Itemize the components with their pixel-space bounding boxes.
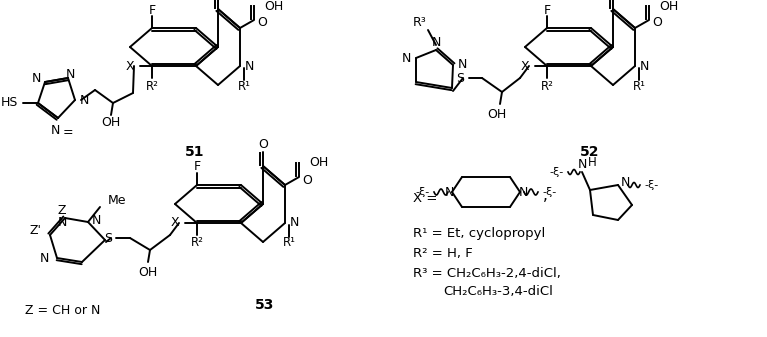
Text: F: F <box>544 3 551 17</box>
Text: O: O <box>302 174 312 186</box>
Text: Z = CH or N: Z = CH or N <box>25 304 100 316</box>
Text: HS: HS <box>1 96 18 110</box>
Text: X: X <box>520 60 529 72</box>
Text: N: N <box>31 72 41 86</box>
Text: N: N <box>51 123 60 136</box>
Text: R² = H, F: R² = H, F <box>413 246 472 259</box>
Text: N: N <box>578 158 587 172</box>
Text: OH: OH <box>101 117 120 129</box>
Text: N: N <box>458 59 467 71</box>
Text: X =: X = <box>413 191 442 205</box>
Text: N: N <box>80 93 90 106</box>
Text: -ξ-: -ξ- <box>644 180 658 190</box>
Text: R³: R³ <box>412 17 426 30</box>
Text: 52: 52 <box>581 145 600 159</box>
Text: F: F <box>193 160 200 174</box>
Text: -ξ-: -ξ- <box>542 187 556 197</box>
Text: Z': Z' <box>30 223 42 237</box>
Text: R¹: R¹ <box>633 80 646 92</box>
Text: N: N <box>640 60 650 72</box>
Text: OH: OH <box>659 0 678 12</box>
Text: ,: , <box>542 187 548 203</box>
Text: N: N <box>290 216 299 229</box>
Text: 51: 51 <box>186 145 205 159</box>
Text: S: S <box>104 232 112 245</box>
Text: R¹ = Et, cyclopropyl: R¹ = Et, cyclopropyl <box>413 226 545 240</box>
Text: H: H <box>588 155 597 168</box>
Text: Z: Z <box>58 205 66 217</box>
Text: O: O <box>258 139 268 152</box>
Text: -ξ-: -ξ- <box>416 187 430 197</box>
Text: N: N <box>92 214 101 226</box>
Text: OH: OH <box>487 108 507 121</box>
Text: 53: 53 <box>255 298 275 312</box>
Text: O: O <box>652 17 662 30</box>
Text: S: S <box>456 71 464 85</box>
Text: =: = <box>63 126 74 140</box>
Text: N: N <box>444 185 454 198</box>
Text: Me: Me <box>108 193 127 207</box>
Text: N: N <box>402 52 411 64</box>
Text: N: N <box>65 68 74 82</box>
Text: CH₂C₆H₃-3,4-diCl: CH₂C₆H₃-3,4-diCl <box>443 285 553 299</box>
Text: R¹: R¹ <box>282 237 295 249</box>
Text: R²: R² <box>190 237 203 249</box>
Text: OH: OH <box>264 0 283 12</box>
Text: OH: OH <box>138 266 158 278</box>
Text: R³ = CH₂C₆H₃-2,4-diCl,: R³ = CH₂C₆H₃-2,4-diCl, <box>413 267 561 279</box>
Text: X: X <box>125 60 134 72</box>
Text: O: O <box>257 17 267 30</box>
Text: R²: R² <box>146 80 159 92</box>
Text: N: N <box>245 60 255 72</box>
Text: X: X <box>170 216 179 229</box>
Text: N: N <box>518 185 528 198</box>
Text: -ξ-: -ξ- <box>550 167 564 177</box>
Text: F: F <box>149 3 156 17</box>
Text: N: N <box>621 176 630 188</box>
Text: N: N <box>40 251 49 265</box>
Text: OH: OH <box>309 156 328 170</box>
Text: N: N <box>58 216 67 229</box>
Text: N: N <box>431 35 441 49</box>
Text: R¹: R¹ <box>238 80 251 92</box>
Text: R²: R² <box>541 80 554 92</box>
